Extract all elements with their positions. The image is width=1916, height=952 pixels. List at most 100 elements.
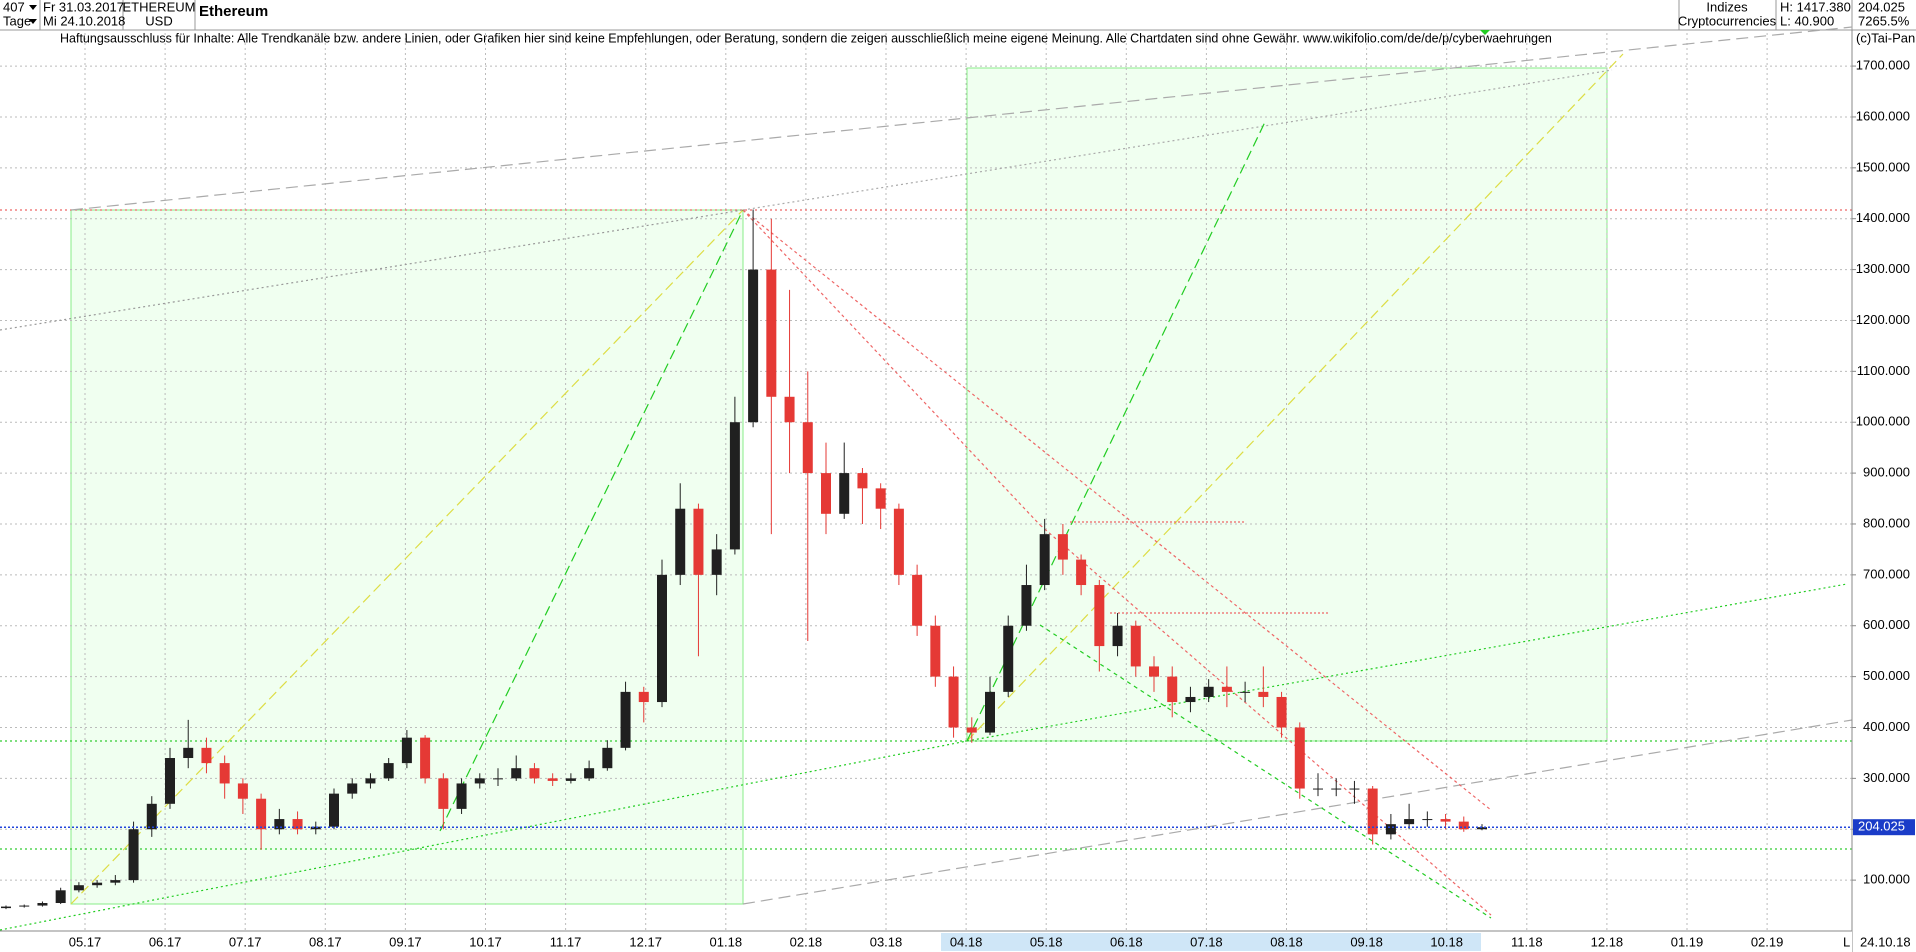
candle-body [675,508,686,575]
candle-body [110,880,121,883]
x-tick-label: 04.18 [950,934,983,949]
last-value: 204.025 [1858,0,1905,14]
dropdown-icon[interactable] [29,5,37,10]
candle-body [146,803,157,830]
candle-body [201,747,212,764]
candle [1167,666,1178,718]
candle [438,773,449,830]
candle-body [1422,819,1433,821]
x-axis-strip [0,931,1852,952]
candle [237,778,248,814]
candle [966,717,977,743]
high-value: H: 1417.380 [1780,0,1851,14]
x-tick-label: 11.17 [550,934,582,949]
candle-body [92,882,103,886]
x-tick-label: 06.18 [1110,934,1143,949]
candle [784,289,795,474]
candle [1385,813,1396,840]
candle-body [237,783,248,799]
x-tick-label: 03.18 [870,934,903,949]
candle [92,880,103,888]
bar-count[interactable]: 407 [3,0,25,14]
candle-body [37,903,48,906]
x-tick-label: 01.18 [710,934,743,949]
candle-body [165,758,175,804]
x-tick-label: 05.18 [1030,934,1063,949]
candle-body [55,890,66,904]
candle-body [565,778,576,781]
candle-body [474,778,485,784]
candle [1185,686,1196,713]
copyright: (c)Tai-Pan [1856,30,1915,45]
candle-body [602,747,613,769]
y-tick-label: 400.000 [1863,719,1910,734]
candle [110,875,121,886]
y-tick-label: 100.000 [1863,872,1910,887]
y-tick-label: 1300.000 [1856,261,1910,276]
marker-icon [1480,30,1490,35]
x-tick-label: 11.18 [1511,934,1543,949]
candle-body [857,473,868,489]
candle-body [1294,727,1305,789]
instrument-name: Ethereum [199,3,268,20]
candles [1,209,1487,910]
candle [165,747,175,809]
candle-body [1021,585,1032,626]
candle [456,778,467,814]
candle [766,218,777,535]
y-tick-label: 600.000 [1863,617,1910,632]
last-price-label: 204.025 [1858,819,1905,834]
candle-body [274,819,285,830]
candle-body [1240,691,1251,693]
candle-body [1112,625,1123,647]
candle [55,887,66,905]
candle [37,901,48,907]
candle-body [1149,666,1159,677]
end-date: 24.10.18 [1860,934,1911,949]
x-tick-label: 12.17 [629,934,662,949]
candle-body [1221,686,1232,692]
candle-body [1203,686,1214,697]
candle-body [1331,788,1342,790]
x-tick-label: 07.17 [229,934,262,949]
candle-body [1,906,11,909]
candle [930,615,941,687]
candle-body [1458,821,1469,830]
candle [985,676,995,736]
period[interactable]: Tage [3,13,31,28]
candle-body [1477,827,1487,830]
candle [1094,579,1105,672]
candle [347,778,358,799]
x-tick-label: 01.19 [1671,934,1704,949]
candle-body [1167,676,1178,703]
y-tick-label: 1200.000 [1856,312,1910,327]
candle [1240,681,1251,703]
candle-body [966,727,977,733]
candle-body [456,783,467,809]
candle-body [183,747,194,759]
header-separators [39,0,1853,30]
candle-body [1367,788,1378,835]
candle-body [729,422,740,550]
x-tick-label: 09.18 [1350,934,1383,949]
candle [529,763,540,784]
candle [1313,773,1323,797]
candle-body [438,778,449,809]
candle-body [1076,559,1087,586]
y-tick-label: 1500.000 [1856,159,1910,174]
candle [602,740,613,771]
candle [1422,811,1433,827]
candle-body [347,783,358,794]
group: Indizes [1706,0,1748,14]
candle [201,737,212,774]
dropdown-icon[interactable] [29,19,37,24]
candle [1112,613,1123,657]
drawings [0,26,1853,931]
candle [1276,691,1287,738]
candle-body [875,488,886,509]
candle [1149,656,1159,692]
candle [1367,785,1378,845]
subgroup: Cryptocurrencies [1678,13,1777,28]
candle [1294,722,1305,799]
candle-body [1003,625,1014,692]
